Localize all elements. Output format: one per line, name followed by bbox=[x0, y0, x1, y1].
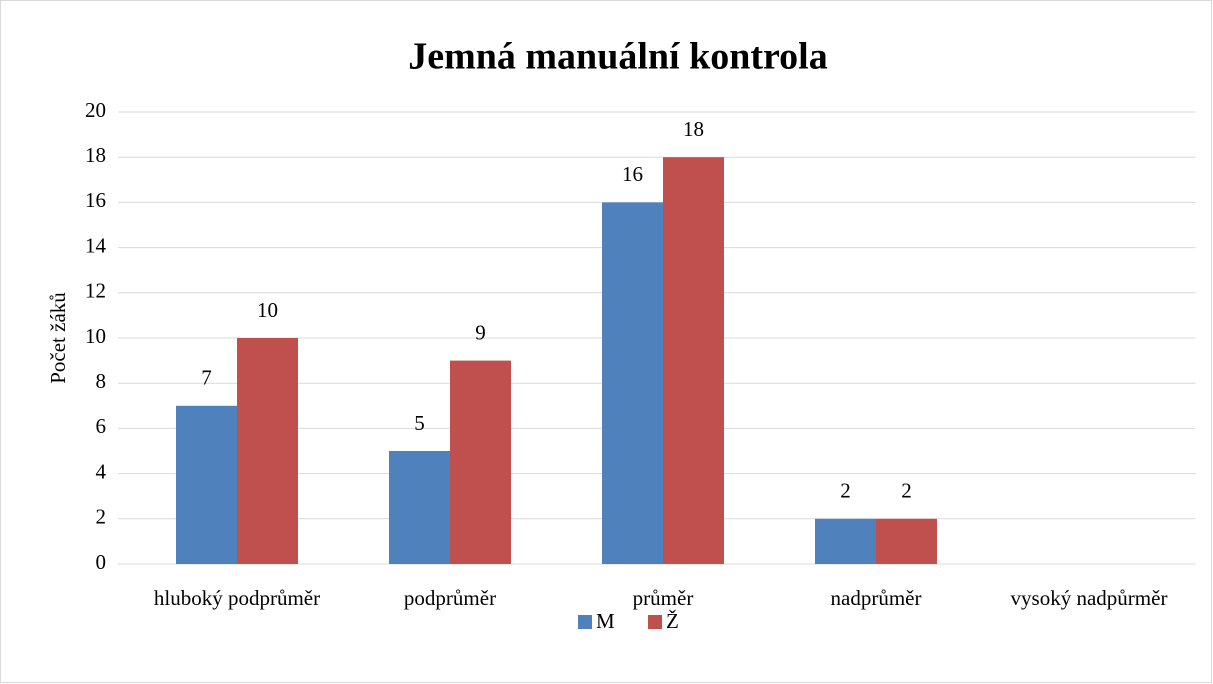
data-label: 16 bbox=[622, 162, 643, 186]
legend-swatch bbox=[648, 615, 662, 629]
bar bbox=[450, 360, 511, 564]
y-axis-title: Počet žáků bbox=[46, 292, 70, 384]
y-tick-label: 14 bbox=[85, 233, 107, 257]
y-tick-label: 10 bbox=[85, 324, 106, 348]
legend-label: Ž bbox=[666, 609, 679, 633]
data-label: 7 bbox=[201, 366, 212, 390]
bar bbox=[602, 202, 663, 564]
chart-title: Jemná manuální kontrola bbox=[408, 36, 827, 78]
data-label: 5 bbox=[414, 411, 425, 435]
bar bbox=[876, 518, 937, 564]
y-tick-label: 2 bbox=[96, 505, 107, 529]
legend-label: M bbox=[596, 609, 615, 633]
y-tick-label: 18 bbox=[85, 143, 106, 167]
data-label: 2 bbox=[901, 479, 912, 503]
data-label: 9 bbox=[475, 320, 486, 344]
y-tick-label: 4 bbox=[96, 459, 107, 483]
bar bbox=[389, 451, 450, 564]
bar bbox=[237, 338, 298, 564]
x-tick-label: nadprůměr bbox=[831, 586, 922, 610]
data-label: 18 bbox=[683, 117, 704, 141]
data-label: 10 bbox=[257, 298, 278, 322]
x-tick-label: vysoký nadpůrměr bbox=[1011, 586, 1168, 610]
bar bbox=[176, 405, 237, 564]
y-tick-label: 20 bbox=[85, 98, 106, 122]
y-tick-label: 0 bbox=[96, 550, 107, 574]
bar bbox=[815, 518, 876, 564]
x-tick-label: podprůměr bbox=[404, 586, 496, 610]
y-tick-label: 8 bbox=[96, 369, 107, 393]
x-tick-label: hluboký podprůměr bbox=[154, 586, 320, 610]
legend-swatch bbox=[578, 615, 592, 629]
x-tick-label: průměr bbox=[633, 586, 694, 610]
y-tick-label: 12 bbox=[85, 279, 106, 303]
bar bbox=[663, 157, 724, 564]
data-label: 2 bbox=[840, 479, 851, 503]
y-tick-label: 6 bbox=[96, 414, 107, 438]
y-tick-label: 16 bbox=[85, 188, 106, 212]
